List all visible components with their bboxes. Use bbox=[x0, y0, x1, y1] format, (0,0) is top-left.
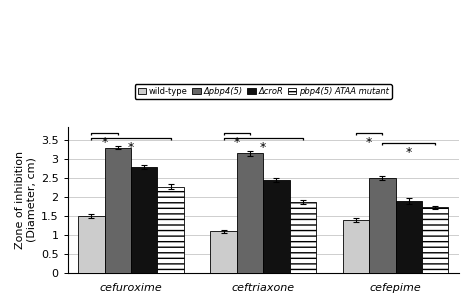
Text: *: * bbox=[128, 141, 134, 154]
Bar bbox=[131, 167, 157, 273]
Bar bbox=[78, 216, 105, 273]
Bar bbox=[422, 208, 448, 273]
Bar bbox=[290, 202, 316, 273]
Text: *: * bbox=[260, 141, 266, 154]
Text: *: * bbox=[406, 146, 412, 159]
Bar bbox=[210, 231, 237, 273]
Text: *: * bbox=[234, 136, 240, 149]
Bar bbox=[105, 148, 131, 273]
Bar bbox=[263, 180, 290, 273]
Bar bbox=[237, 153, 263, 273]
Y-axis label: Zone of inhibition
(Diameter, cm): Zone of inhibition (Diameter, cm) bbox=[15, 151, 36, 249]
Text: *: * bbox=[366, 136, 372, 149]
Text: *: * bbox=[101, 136, 108, 149]
Bar bbox=[395, 201, 422, 273]
Bar bbox=[157, 187, 184, 273]
Legend: wild-type, Δpbp4(5), ΔcroR, pbp4(5) ATAA mutant: wild-type, Δpbp4(5), ΔcroR, pbp4(5) ATAA… bbox=[135, 84, 392, 99]
Bar bbox=[369, 178, 395, 273]
Bar bbox=[343, 220, 369, 273]
